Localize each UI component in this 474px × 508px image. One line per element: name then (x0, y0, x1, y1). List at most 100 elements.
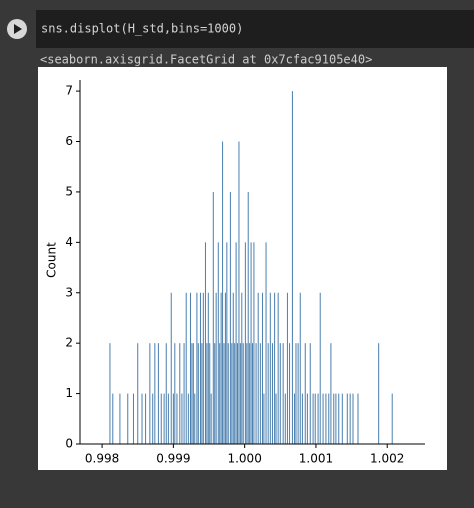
bar (183, 343, 185, 444)
bar (176, 393, 178, 444)
bar (284, 393, 286, 444)
bar (274, 292, 276, 444)
x-tick-label: 1.000 (227, 452, 261, 466)
bar (119, 393, 121, 444)
y-tick-label: 6 (65, 134, 73, 148)
bar (192, 343, 194, 444)
bar (234, 343, 236, 444)
bar (239, 343, 241, 444)
bar (127, 393, 129, 444)
cell-output: <seaborn.axisgrid.FacetGrid at 0x7cfac91… (40, 53, 372, 67)
bar (317, 393, 319, 444)
bar (247, 191, 249, 444)
bar (172, 393, 174, 444)
bar (202, 292, 204, 444)
bar (257, 292, 259, 444)
bar (294, 393, 296, 444)
y-tick-label: 1 (65, 386, 73, 400)
bar (319, 292, 321, 444)
bar (232, 292, 234, 444)
x-tick-label: 1.002 (370, 452, 404, 466)
bar (253, 242, 255, 444)
bar (196, 292, 198, 444)
bar (197, 343, 199, 444)
bar (289, 343, 291, 444)
bar (174, 343, 176, 444)
code: sns.displot(H_std,bins=1000) (41, 22, 243, 36)
bar (154, 343, 156, 444)
bar (226, 242, 228, 444)
bar (306, 393, 308, 444)
bar (170, 292, 172, 444)
bar (259, 343, 261, 444)
bar (219, 343, 221, 444)
y-tick-label: 2 (65, 336, 73, 350)
bar (199, 292, 201, 444)
bar (338, 393, 340, 444)
bar (297, 343, 299, 444)
bar (237, 343, 239, 444)
bar (207, 292, 209, 444)
bar (157, 343, 159, 444)
bar (282, 343, 284, 444)
bar (304, 343, 306, 444)
bar (229, 191, 231, 444)
bar (222, 141, 224, 444)
bar (252, 343, 253, 444)
y-tick-label: 5 (65, 184, 73, 198)
bar (191, 343, 193, 444)
y-tick-label: 3 (65, 285, 73, 299)
bar (160, 393, 162, 444)
bar (277, 292, 279, 444)
bar (271, 343, 273, 444)
bar (335, 393, 337, 444)
x-tick-label: 0.999 (156, 452, 190, 466)
bar (269, 292, 271, 444)
bar (242, 343, 244, 444)
bar (267, 343, 269, 444)
bar (299, 292, 301, 444)
bar (263, 393, 265, 444)
bar (295, 343, 297, 444)
bar (145, 393, 147, 444)
bar (275, 393, 277, 444)
bar (279, 343, 281, 444)
bar (204, 242, 206, 444)
bar (209, 343, 211, 444)
bar (194, 393, 196, 444)
bar (249, 343, 251, 444)
plot-area (38, 67, 447, 470)
bar (201, 343, 203, 444)
bar (291, 91, 293, 444)
y-axis-label: Count (45, 242, 59, 278)
bar (141, 393, 143, 444)
bar (132, 393, 134, 444)
bar (333, 393, 335, 444)
y-tick-label: 0 (65, 437, 73, 451)
bar (149, 343, 151, 444)
bar (223, 343, 225, 444)
bar (255, 343, 257, 444)
bar (179, 343, 181, 444)
bar (349, 393, 351, 444)
bar (330, 343, 332, 444)
bar (112, 393, 114, 444)
bar (261, 292, 263, 444)
bar (217, 242, 219, 444)
bar (241, 292, 243, 444)
bar (167, 393, 169, 444)
bar (165, 343, 167, 444)
bar (212, 191, 214, 444)
x-tick-label: 1.001 (299, 452, 333, 466)
bar (235, 242, 237, 444)
y-tick-label: 7 (65, 84, 73, 98)
bar (238, 141, 240, 444)
bar (206, 343, 208, 444)
bar (109, 343, 111, 444)
bar (215, 292, 217, 444)
bar (214, 343, 216, 444)
bar (328, 393, 330, 444)
run-icon (14, 24, 22, 34)
